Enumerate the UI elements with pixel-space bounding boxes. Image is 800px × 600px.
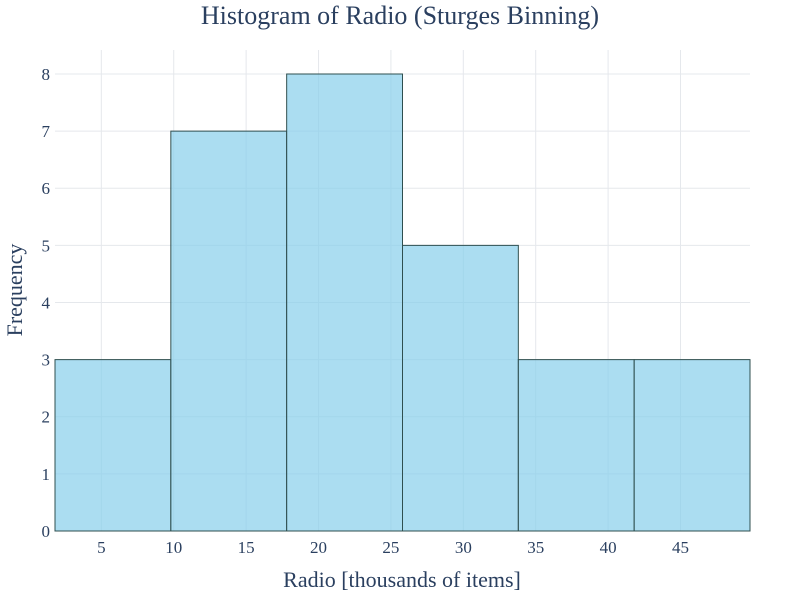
- x-tick-label: 25: [382, 538, 399, 557]
- histogram-bars: [54, 73, 751, 532]
- histogram-bar: [170, 130, 288, 532]
- histogram-bar: [402, 244, 519, 532]
- y-tick-label: 5: [42, 236, 51, 255]
- x-tick-label: 35: [527, 538, 544, 557]
- y-tick-label: 7: [42, 122, 51, 141]
- x-tick-label: 20: [310, 538, 327, 557]
- x-tick-labels: 5 10 15 20 25 30 35 40 45: [97, 538, 689, 557]
- y-tick-label: 8: [42, 65, 51, 84]
- histogram-bar: [286, 73, 403, 532]
- x-tick-label: 30: [455, 538, 472, 557]
- y-axis-title: Frequency: [2, 244, 27, 337]
- histogram-bar: [517, 359, 635, 532]
- x-tick-label: 10: [165, 538, 182, 557]
- histogram-bar: [54, 359, 172, 532]
- y-tick-labels: 0 1 2 3 4 5 6 7 8: [42, 65, 51, 541]
- y-tick-label: 3: [42, 351, 51, 370]
- x-tick-label: 40: [600, 538, 617, 557]
- y-tick-label: 1: [42, 465, 51, 484]
- y-tick-label: 6: [42, 179, 51, 198]
- x-tick-label: 15: [238, 538, 255, 557]
- histogram-bar: [633, 359, 751, 532]
- y-tick-label: 4: [42, 293, 51, 312]
- y-tick-label: 0: [42, 522, 51, 541]
- chart-title: Histogram of Radio (Sturges Binning): [200, 1, 600, 30]
- x-tick-label: 5: [97, 538, 106, 557]
- y-tick-label: 2: [42, 408, 51, 427]
- x-tick-label: 45: [672, 538, 689, 557]
- x-axis-title: Radio [thousands of items]: [283, 567, 521, 592]
